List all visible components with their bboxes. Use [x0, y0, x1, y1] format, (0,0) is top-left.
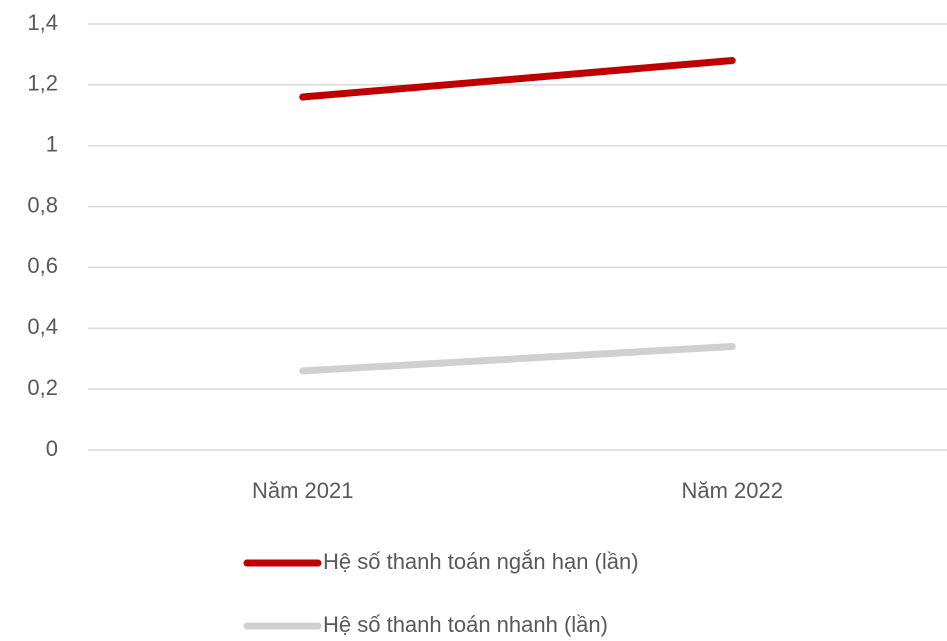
- series-line: [299, 57, 736, 101]
- y-tick-label: 0: [46, 436, 58, 461]
- y-tick-label: 0,4: [27, 314, 58, 339]
- y-tick-label: 1,4: [27, 10, 58, 35]
- y-tick-label: 1: [46, 132, 58, 157]
- y-tick-label: 0,2: [27, 375, 58, 400]
- legend-label: Hệ số thanh toán nhanh (lần): [323, 612, 608, 637]
- series-line: [299, 343, 736, 375]
- y-tick-label: 0,8: [27, 192, 58, 217]
- x-tick-label: Năm 2021: [252, 478, 354, 503]
- legend-label: Hệ số thanh toán ngắn hạn (lần): [323, 549, 639, 574]
- y-tick-label: 0,6: [27, 253, 58, 278]
- y-tick-label: 1,2: [27, 71, 58, 96]
- x-tick-label: Năm 2022: [681, 478, 783, 503]
